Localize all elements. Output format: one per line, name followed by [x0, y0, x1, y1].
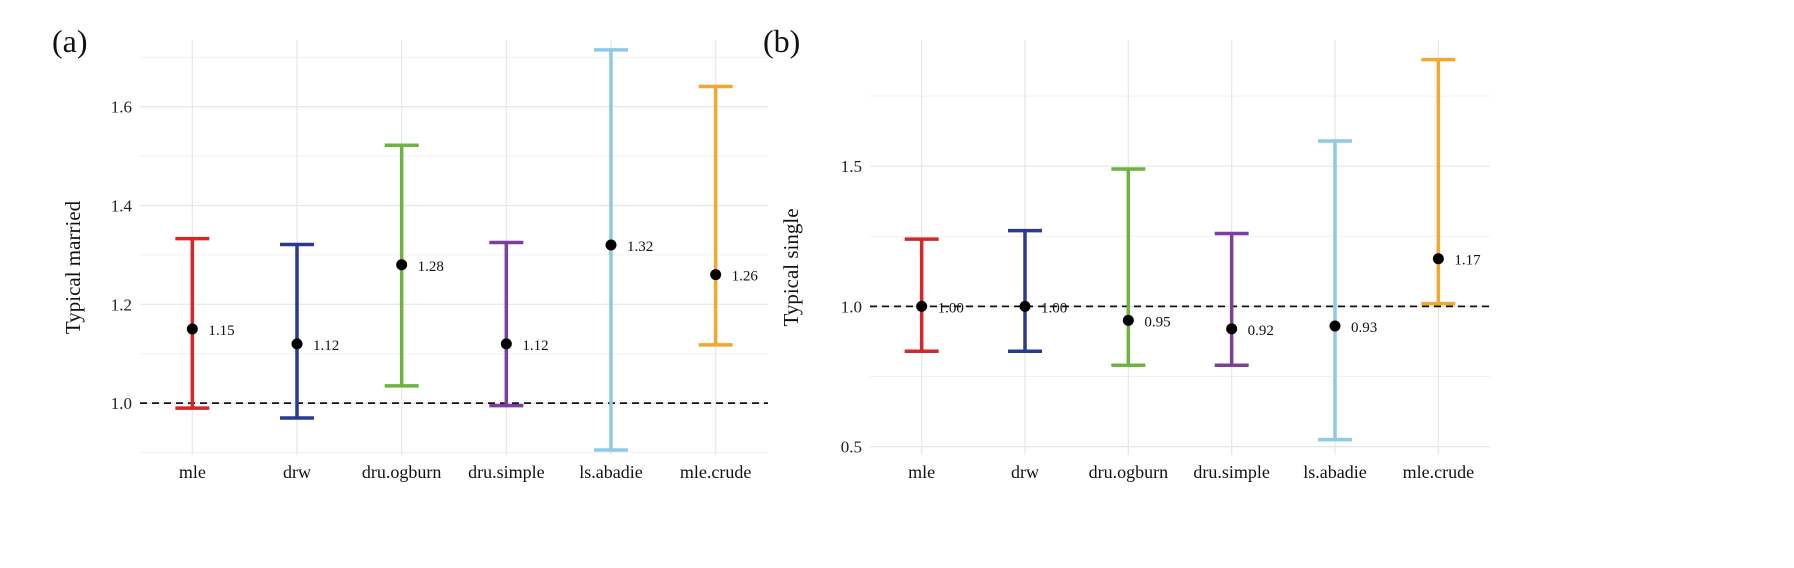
point-label: 1.26 — [732, 269, 759, 285]
panel-a: 1.0 1.2 1.4 1.6 1.15 mle 1.12 drw 1.28 dru.ogburn… — [52, 23, 768, 482]
point-estimate — [186, 323, 198, 335]
x-tick-label: dru.ogburn — [362, 462, 442, 482]
x-tick-label: mle — [908, 462, 935, 482]
point-estimate — [1226, 323, 1238, 335]
y-axis-title: Typical married — [61, 200, 85, 334]
x-tick-label: drw — [283, 462, 311, 482]
y-tick-label: 1.4 — [111, 197, 133, 216]
point-label: 0.95 — [1144, 314, 1170, 330]
panel-label: (a) — [52, 23, 88, 59]
point-estimate — [1122, 314, 1134, 326]
panel-label: (b) — [763, 23, 800, 59]
y-tick-label: 1.0 — [841, 297, 862, 316]
point-estimate — [916, 300, 928, 312]
errorbar-mle.crude: 1.26 — [698, 84, 759, 347]
point-estimate — [1329, 320, 1341, 332]
errorbar-ls.abadie: 0.93 — [1318, 139, 1377, 442]
point-label: 0.92 — [1248, 323, 1274, 339]
point-label: 1.28 — [418, 259, 444, 275]
y-axis-title: Typical single — [779, 208, 803, 326]
errorbar-mle: 1.15 — [175, 236, 235, 410]
x-tick-label: mle.crude — [680, 462, 751, 482]
errorbar-dru.ogburn: 0.95 — [1111, 167, 1171, 368]
x-tick-label: dru.simple — [468, 462, 545, 482]
y-tick-label: 1.2 — [111, 295, 132, 314]
x-tick-label: mle — [179, 462, 206, 482]
errorbar-drw: 1.00 — [1008, 228, 1067, 353]
x-tick-label: dru.simple — [1193, 462, 1270, 482]
point-label: 1.12 — [313, 338, 339, 354]
errorbar-mle.crude: 1.17 — [1421, 57, 1481, 306]
errorbar-dru.simple: 0.92 — [1214, 231, 1274, 368]
errorbar-ls.abadie: 1.32 — [594, 48, 653, 452]
y-tick-label: 1.5 — [841, 157, 862, 176]
point-label: 0.93 — [1351, 320, 1377, 336]
errorbar-mle: 1.00 — [904, 237, 964, 353]
y-tick-label: 1.0 — [111, 394, 132, 413]
point-estimate — [1432, 253, 1444, 265]
x-tick-label: mle.crude — [1403, 462, 1474, 482]
x-tick-label: ls.abadie — [579, 462, 642, 482]
point-estimate — [605, 239, 617, 251]
errorbar-drw: 1.12 — [280, 242, 339, 420]
point-estimate — [396, 259, 408, 271]
point-label: 1.12 — [522, 338, 548, 354]
point-label: 1.15 — [208, 323, 234, 339]
point-estimate — [291, 338, 303, 350]
point-label: 1.00 — [938, 300, 964, 316]
y-tick-label: 1.6 — [111, 98, 132, 117]
point-label: 1.32 — [627, 239, 653, 255]
errorbar-dru.simple: 1.12 — [489, 240, 549, 408]
y-tick-label: 0.5 — [841, 438, 862, 457]
x-tick-label: ls.abadie — [1303, 462, 1366, 482]
point-estimate — [500, 338, 512, 350]
errorbar-dru.ogburn: 1.28 — [384, 143, 444, 388]
x-tick-label: drw — [1011, 462, 1039, 482]
point-label: 1.00 — [1041, 300, 1067, 316]
panel-b: 0.5 1.0 1.5 1.00 mle 1.00 drw 0.95 dru.ogburn 0.9… — [763, 23, 1490, 482]
point-label: 1.17 — [1454, 253, 1481, 269]
point-estimate — [1019, 300, 1031, 312]
x-tick-label: dru.ogburn — [1089, 462, 1169, 482]
point-estimate — [710, 269, 722, 281]
